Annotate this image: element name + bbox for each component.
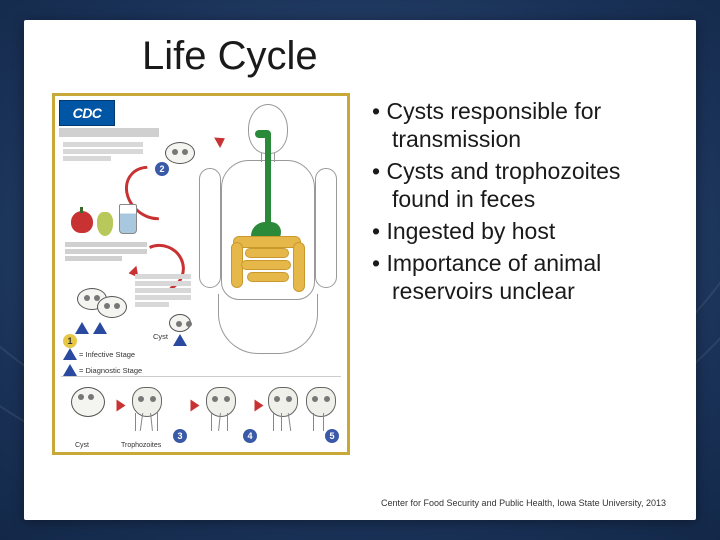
bullet-item: Cysts responsible for transmission [372, 97, 668, 153]
arrowhead-icon [117, 400, 126, 412]
trophozoite-icon [263, 385, 303, 431]
legend-diagnostic: = Diagnostic Stage [79, 366, 142, 375]
trophozoite-icon [127, 385, 167, 431]
stage-number-5: 5 [325, 429, 339, 443]
stage-number-4: 4 [243, 429, 257, 443]
slide-title: Life Cycle [142, 34, 668, 79]
legend-infective: = Infective Stage [79, 350, 135, 359]
stage-marker-icon [75, 322, 89, 334]
footer-attribution: Center for Food Security and Public Heal… [381, 498, 666, 508]
mid-cyst-label: Cyst [153, 332, 168, 341]
pear-icon [97, 212, 113, 236]
cdc-caption-placeholder [63, 142, 143, 163]
cyst-icon [71, 387, 105, 417]
water-glass-icon [119, 204, 137, 234]
trophozoite-icon [201, 385, 241, 431]
cdc-logo-text: CDC [73, 105, 102, 121]
text-column: Cysts responsible for transmission Cysts… [372, 93, 668, 455]
human-figure [193, 104, 343, 362]
cyst-icon [97, 296, 127, 318]
bullet-item: Importance of animal reservoirs unclear [372, 249, 668, 305]
trophozoite-icon [301, 385, 341, 431]
bottom-cyst-label: Cyst [75, 442, 89, 449]
bottom-troph-label: Trophozoites [121, 442, 161, 449]
bullet-list: Cysts responsible for transmission Cysts… [372, 97, 668, 305]
apple-icon [71, 211, 93, 233]
cyst-icon [165, 142, 195, 164]
arrowhead-icon [255, 400, 264, 412]
lifecycle-diagram: CDC 2 [52, 93, 350, 455]
cdc-logo: CDC [59, 100, 115, 126]
stage-number-3: 3 [173, 429, 187, 443]
troph-note-placeholder [135, 274, 191, 309]
infective-marker-icon [63, 348, 77, 360]
cyst-icon [169, 314, 191, 332]
bullet-item: Cysts and trophozoites found in feces [372, 157, 668, 213]
cdc-subheader-placeholder [59, 128, 159, 137]
diagram-column: CDC 2 [52, 93, 350, 455]
bottom-stage-row: Cyst Trophozoites 3 4 [61, 376, 341, 448]
slide-panel: Life Cycle CDC 2 [24, 20, 696, 520]
diagnostic-marker-icon [63, 364, 77, 376]
contamination-caption-placeholder [65, 242, 147, 249]
bullet-item: Ingested by host [372, 217, 668, 245]
stage-marker-icon [173, 334, 187, 346]
arrowhead-icon [191, 400, 200, 412]
stage-number-1: 1 [63, 334, 77, 348]
stage-marker-icon [93, 322, 107, 334]
content-row: CDC 2 [52, 93, 668, 455]
